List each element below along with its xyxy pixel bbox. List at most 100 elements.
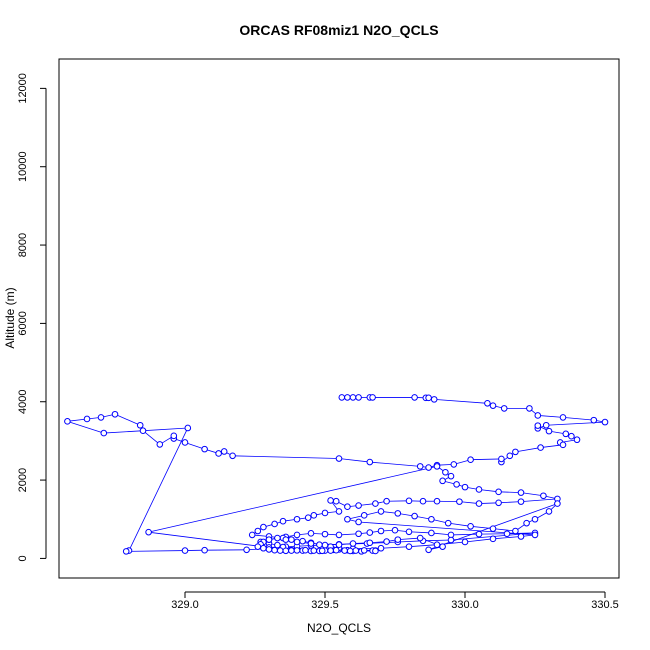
- data-point: [489, 535, 497, 543]
- data-point: [523, 519, 530, 527]
- data-point: [534, 422, 542, 429]
- data-point: [254, 543, 262, 550]
- data-point: [274, 534, 281, 542]
- data-point: [512, 448, 519, 456]
- x-axis-label: N2O_QCLS: [307, 621, 371, 635]
- data-point: [531, 531, 539, 539]
- data-point: [517, 533, 525, 540]
- data-point: [299, 537, 306, 545]
- data-point: [248, 531, 256, 539]
- data-point: [428, 529, 435, 537]
- series-group: [64, 394, 609, 555]
- data-point: [327, 547, 334, 554]
- data-point: [304, 514, 312, 521]
- data-point: [419, 497, 427, 505]
- x-tick-label: 329.5: [311, 599, 339, 611]
- data-point: [310, 512, 318, 519]
- data-point: [310, 547, 318, 554]
- data-point: [411, 394, 418, 401]
- data-point: [503, 530, 511, 538]
- y-axis: 0 2000 4000 6000 8000 10000 12000: [17, 73, 47, 561]
- data-point: [447, 536, 455, 544]
- data-point: [540, 492, 547, 500]
- series-segment: [492, 528, 516, 532]
- data-point: [215, 450, 222, 457]
- data-point: [475, 500, 483, 507]
- data-point: [344, 515, 351, 523]
- data-point: [405, 543, 413, 550]
- data-point: [601, 418, 609, 426]
- data-point: [433, 497, 441, 505]
- data-point: [430, 396, 438, 403]
- data-point: [517, 489, 525, 496]
- y-tick-label: 6000: [17, 311, 29, 335]
- series-segment: [434, 398, 488, 404]
- data-point: [271, 546, 278, 554]
- data-point: [377, 527, 385, 535]
- data-point: [318, 547, 326, 555]
- data-point: [355, 502, 362, 509]
- series-segment: [114, 413, 141, 426]
- data-point: [293, 538, 301, 546]
- data-point: [495, 499, 502, 507]
- data-point: [139, 427, 147, 435]
- data-point: [335, 531, 343, 539]
- data-point: [590, 416, 598, 424]
- data-point: [372, 500, 379, 507]
- data-point: [344, 394, 351, 401]
- data-point: [282, 547, 290, 555]
- series-segment: [450, 533, 480, 536]
- series-segment: [464, 538, 494, 543]
- data-point: [383, 497, 390, 505]
- x-axis: 329.0 329.5 330.0 330.5: [171, 591, 619, 611]
- data-point: [360, 547, 368, 554]
- data-point: [405, 497, 413, 505]
- data-point: [554, 500, 561, 507]
- y-axis-label: Altitude (m): [3, 287, 17, 348]
- series-segment: [492, 536, 522, 540]
- y-tick-label: 12000: [17, 73, 29, 104]
- data-point: [338, 394, 346, 401]
- data-point: [433, 463, 441, 470]
- data-point: [439, 477, 446, 485]
- data-point: [425, 394, 432, 402]
- data-point: [279, 517, 287, 525]
- data-point: [201, 546, 208, 554]
- data-point: [573, 436, 581, 444]
- data-point: [64, 418, 71, 425]
- series-segment: [128, 427, 189, 551]
- data-point: [531, 515, 539, 523]
- data-point: [220, 448, 228, 455]
- data-point: [372, 547, 379, 555]
- data-point: [97, 414, 105, 421]
- series-segment: [142, 430, 161, 445]
- y-tick-label: 8000: [17, 233, 29, 257]
- data-point: [394, 510, 402, 517]
- data-point: [453, 481, 460, 488]
- data-point: [394, 536, 402, 543]
- series-segment: [369, 461, 421, 467]
- data-point: [327, 497, 334, 504]
- series-segment: [448, 522, 471, 527]
- data-point: [500, 405, 508, 412]
- data-point: [254, 527, 262, 535]
- data-point: [355, 518, 362, 526]
- data-point: [489, 402, 497, 409]
- data-point: [265, 536, 273, 543]
- data-point: [243, 546, 250, 554]
- series-segment: [67, 420, 104, 434]
- data-point: [293, 547, 301, 554]
- data-point: [271, 520, 278, 528]
- data-point: [316, 541, 323, 549]
- plot-frame: [58, 58, 620, 579]
- data-point: [366, 458, 374, 466]
- data-point: [447, 472, 455, 480]
- data-point: [506, 452, 514, 460]
- data-point: [425, 464, 432, 471]
- data-point: [302, 546, 309, 554]
- series-segment: [498, 491, 522, 494]
- data-point: [537, 444, 544, 451]
- y-tick-label: 0: [17, 555, 29, 561]
- y-tick-label: 2000: [17, 468, 29, 492]
- series-segment: [470, 458, 502, 461]
